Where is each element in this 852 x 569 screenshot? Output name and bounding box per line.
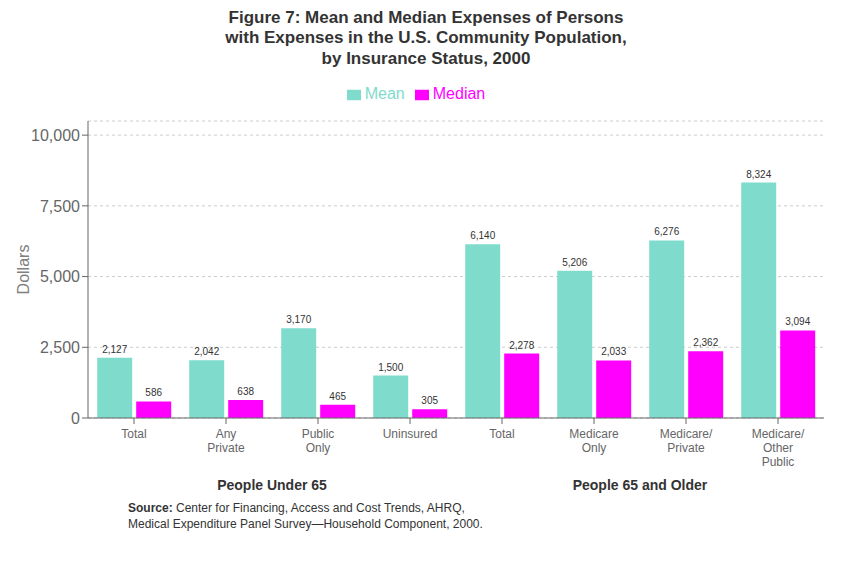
svg-text:2,362: 2,362: [693, 337, 718, 348]
svg-text:Medicare/Private: Medicare/Private: [660, 427, 713, 455]
svg-text:Dollars: Dollars: [15, 245, 32, 295]
svg-text:5,206: 5,206: [562, 257, 587, 268]
svg-text:5,000: 5,000: [40, 268, 80, 285]
svg-text:2,127: 2,127: [102, 344, 127, 355]
svg-text:3,170: 3,170: [286, 315, 311, 326]
svg-text:2,033: 2,033: [601, 347, 626, 358]
svg-text:2,500: 2,500: [40, 339, 80, 356]
svg-text:586: 586: [145, 388, 162, 399]
svg-text:Total: Total: [121, 427, 146, 441]
svg-text:305: 305: [421, 396, 438, 407]
svg-text:2,278: 2,278: [509, 340, 534, 351]
svg-text:638: 638: [237, 386, 254, 397]
html-text:Figure 7: Mean and Median Expe: Figure 7: Mean and Median Expenses of Pe…: [225, 8, 627, 68]
svg-text:Uninsured: Uninsured: [383, 427, 438, 441]
svg-text:6,276: 6,276: [654, 227, 679, 238]
svg-text:10,000: 10,000: [31, 127, 80, 144]
svg-text:465: 465: [329, 391, 346, 402]
html-text:Mean: Mean: [364, 85, 405, 103]
html-text:Source: Center for Financing,: Source: Center for Financing, Access and…: [128, 501, 483, 531]
svg-text:MedicareOnly: MedicareOnly: [569, 427, 619, 455]
svg-text:8,324: 8,324: [746, 169, 771, 180]
html-text:People Under 65: People Under 65: [217, 477, 327, 494]
svg-text:2,042: 2,042: [194, 346, 219, 357]
svg-text:1,500: 1,500: [378, 362, 403, 373]
html-text:Median: Median: [432, 85, 486, 103]
svg-text:Medicare/OtherPublic: Medicare/OtherPublic: [752, 427, 805, 469]
svg-text:7,500: 7,500: [40, 198, 80, 215]
svg-text:PublicOnly: PublicOnly: [302, 427, 335, 455]
svg-text:AnyPrivate: AnyPrivate: [207, 427, 245, 455]
svg-text:0: 0: [71, 410, 80, 427]
svg-text:Total: Total: [489, 427, 514, 441]
svg-text:3,094: 3,094: [785, 317, 810, 328]
svg-text:6,140: 6,140: [470, 230, 495, 241]
html-text:People 65 and Older: People 65 and Older: [572, 477, 708, 494]
